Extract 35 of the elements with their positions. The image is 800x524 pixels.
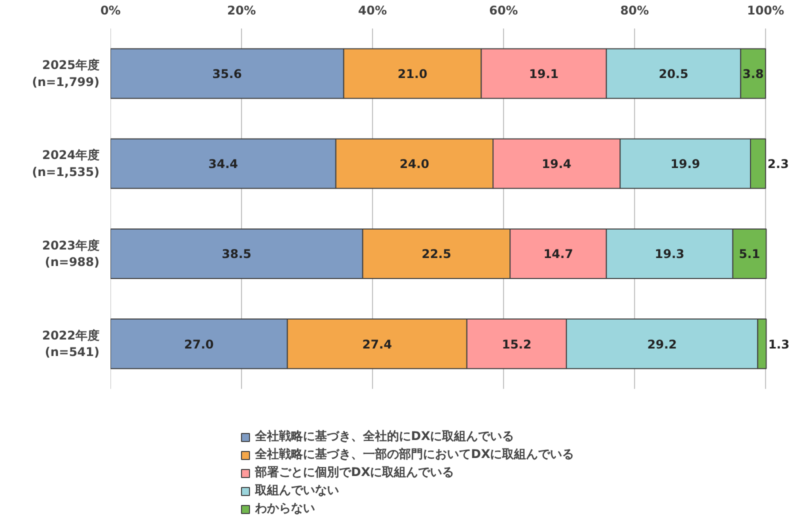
- data-label: 24.0: [400, 157, 430, 172]
- data-label: 19.9: [670, 157, 700, 172]
- y-tick-label: 2024年度 (n=1,535): [32, 148, 100, 180]
- x-tick-label: 60%: [489, 4, 518, 18]
- data-label: 21.0: [398, 67, 428, 82]
- data-label: 19.4: [542, 157, 572, 172]
- legend-label: 全社戦略に基づき、一部の部門においてDXに取組んでいる: [255, 446, 574, 463]
- x-tick-label: 100%: [747, 4, 784, 18]
- x-tick-label: 0%: [100, 4, 121, 18]
- legend-label: 全社戦略に基づき、全社的にDXに取組んでいる: [255, 428, 514, 445]
- x-tick-label: 80%: [620, 4, 649, 18]
- data-label: 27.0: [184, 337, 214, 352]
- legend-label: わからない: [255, 500, 315, 517]
- data-label: 22.5: [422, 247, 452, 262]
- data-label: 27.4: [362, 337, 392, 352]
- x-tick-label: 20%: [227, 4, 256, 18]
- x-tick-label: 40%: [358, 4, 387, 18]
- data-label: 3.8: [742, 67, 764, 82]
- legend-label: 取組んでいない: [255, 482, 339, 499]
- data-label: 1.3: [768, 337, 790, 352]
- data-label: 19.3: [654, 247, 684, 262]
- y-tick-label: 2023年度 (n=988): [42, 238, 100, 270]
- y-tick-label: 2025年度 (n=1,799): [32, 58, 100, 89]
- legend-label: 部署ごとに個別でDXに取組んでいる: [255, 464, 454, 481]
- data-label: 38.5: [222, 247, 252, 262]
- data-label: 29.2: [647, 337, 677, 352]
- y-tick-label: 2022年度 (n=541): [42, 328, 100, 360]
- data-label: 14.7: [543, 247, 574, 262]
- data-label: 35.6: [212, 67, 242, 82]
- data-label: 34.4: [208, 157, 238, 172]
- data-label: 20.5: [658, 67, 688, 82]
- data-label: 15.2: [502, 337, 532, 352]
- data-label: 19.1: [529, 67, 559, 82]
- data-label: 5.1: [738, 247, 760, 262]
- data-label: 2.3: [768, 157, 789, 172]
